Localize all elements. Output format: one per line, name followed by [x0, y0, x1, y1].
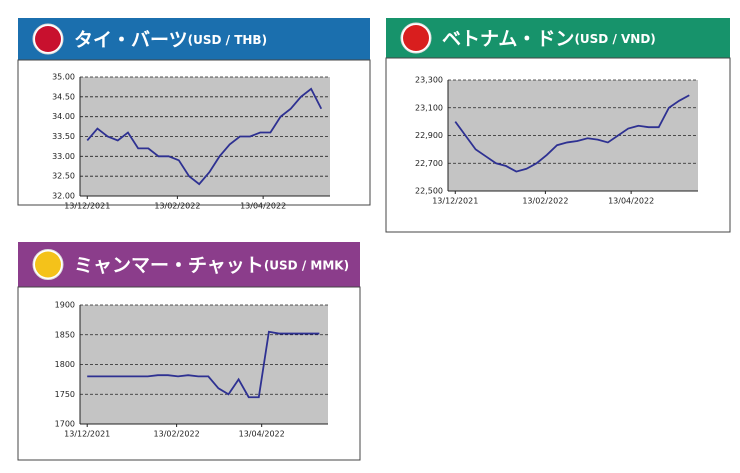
y-tick-label: 22,500: [415, 187, 443, 196]
flag-icon-inner: [35, 251, 61, 278]
y-tick-label: 1900: [55, 301, 75, 310]
subtitle: (USD / VND): [574, 32, 655, 46]
x-tick-label: 13/04/2022: [239, 430, 285, 439]
y-tick-label: 34.50: [52, 92, 75, 101]
header-title: ベトナム・ドン(USD / VND): [442, 28, 656, 50]
y-tick-label: 35.00: [52, 73, 75, 82]
header-title: ミャンマー・チャット(USD / MMK): [74, 254, 349, 276]
y-tick-label: 23,100: [415, 103, 443, 112]
x-tick-label: 13/12/2021: [432, 197, 478, 206]
x-tick-label: 13/02/2022: [522, 197, 568, 206]
x-tick-label: 13/04/2022: [240, 202, 286, 211]
y-tick-label: 23,300: [415, 76, 443, 85]
x-tick-label: 13/12/2021: [64, 430, 110, 439]
y-tick-label: 33.50: [52, 132, 75, 141]
header-title: タイ・バーツ(USD / THB): [74, 29, 267, 51]
flag-icon-inner: [403, 25, 429, 51]
data-line: [86, 87, 323, 186]
subtitle: (USD / MMK): [264, 258, 349, 272]
x-tick-label: 13/12/2021: [64, 202, 110, 211]
title: タイ・バーツ: [74, 29, 188, 51]
y-tick-label: 1750: [55, 390, 75, 399]
y-tick-label: 1800: [55, 360, 75, 369]
data-line: [454, 94, 690, 173]
header-bar: [386, 18, 730, 58]
subtitle: (USD / THB): [188, 33, 267, 47]
y-tick-label: 1700: [55, 420, 75, 429]
x-tick-label: 13/02/2022: [154, 430, 200, 439]
title: ベトナム・ドン: [442, 28, 574, 50]
title: ミャンマー・チャット: [74, 254, 264, 276]
data-line: [87, 330, 320, 399]
x-tick-label: 13/02/2022: [154, 202, 200, 211]
y-tick-label: 1850: [55, 330, 75, 339]
flag-icon-inner: [35, 26, 61, 52]
y-tick-label: 33.00: [52, 152, 75, 161]
y-tick-label: 22,900: [415, 131, 443, 140]
header-bar: [18, 242, 360, 287]
y-tick-label: 34.00: [52, 112, 75, 121]
x-tick-label: 13/04/2022: [608, 197, 654, 206]
y-tick-label: 22,700: [415, 159, 443, 168]
header-bar: [18, 18, 370, 60]
y-tick-label: 32.50: [52, 172, 75, 181]
y-tick-label: 32.00: [52, 192, 75, 201]
